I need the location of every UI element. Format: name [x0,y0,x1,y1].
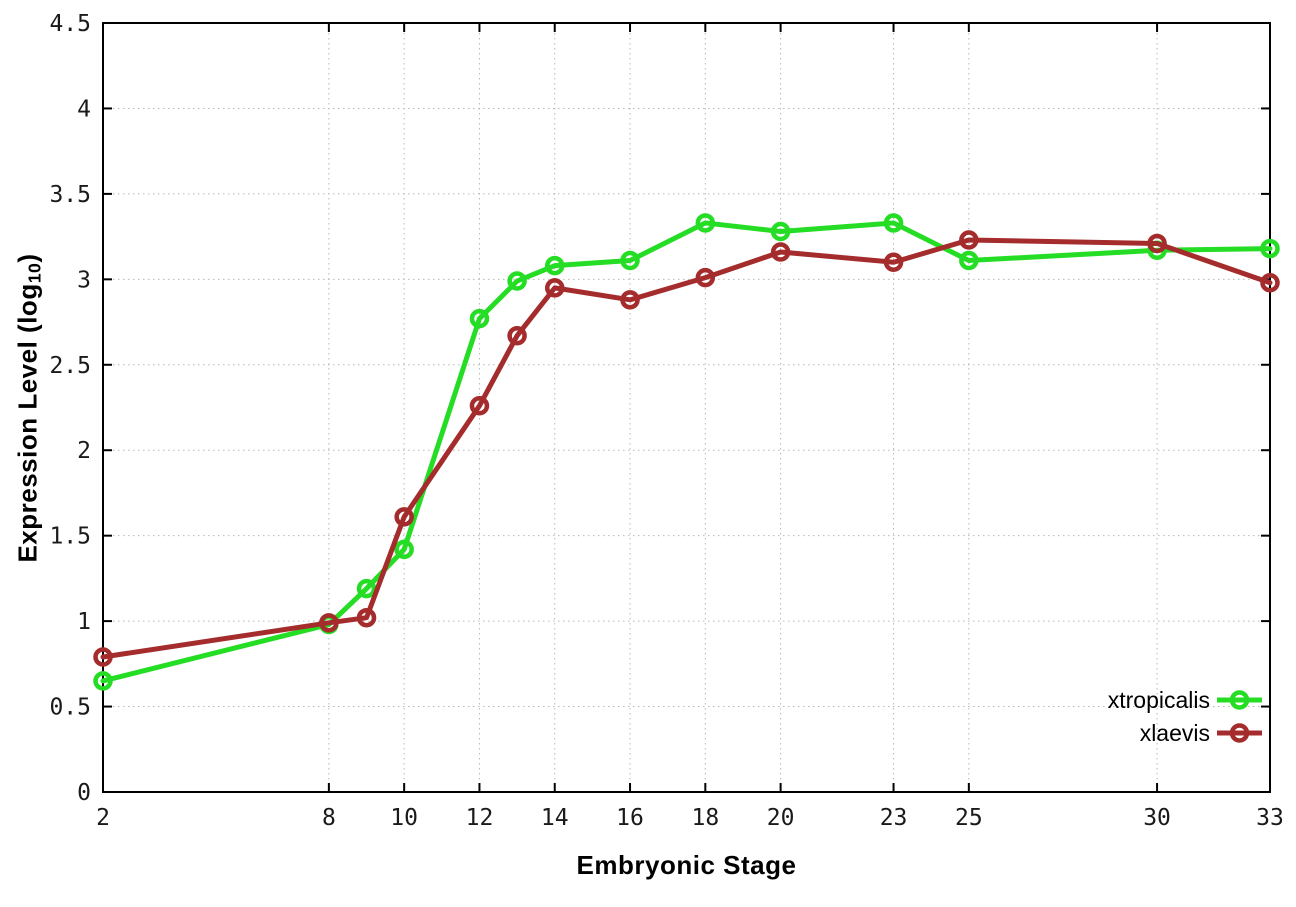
legend-item-xtropicalis: xtropicalis [1108,687,1262,713]
x-tick-label: 23 [880,805,908,831]
data-point-xlaevis [507,325,527,346]
data-point-xlaevis [695,267,716,288]
axis-ticks [102,22,1271,793]
y-axis-label-main: Expression Level (log [12,283,43,563]
data-point-xlaevis [93,647,113,667]
x-tick-label: 2 [96,805,110,831]
data-point-xtropicalis [1260,238,1280,259]
data-point-xtropicalis [469,308,490,329]
plot-border [102,22,1271,793]
data-point-xlaevis [770,242,791,262]
y-tick-label: 2.5 [49,353,91,379]
data-point-xlaevis [319,613,339,633]
data-point-xtropicalis [959,250,979,271]
legend: xtropicalis xlaevis [1108,687,1262,746]
y-tick-label: 0 [77,780,91,806]
gridlines [103,23,1270,792]
x-tick-label: 20 [767,805,795,831]
series-xtropicalis [93,213,1280,691]
data-point-xtropicalis [770,221,791,242]
legend-sample-marker-xlaevis [1229,723,1250,743]
data-point-xtropicalis [507,271,527,291]
series-line-xlaevis [100,237,1273,660]
x-tick-label: 18 [691,805,719,831]
y-tick-label: 4.5 [49,11,91,37]
y-tick-label: 0.5 [49,695,91,721]
legend-sample-marker-xtropicalis [1229,690,1250,710]
y-tick-label: 2 [77,438,91,464]
data-point-xlaevis [469,396,490,416]
data-point-xtropicalis [620,250,640,271]
data-point-xtropicalis [394,539,414,560]
data-point-xtropicalis [544,255,565,276]
data-point-xlaevis [883,252,904,272]
y-tick-label: 3.5 [49,182,91,208]
x-tick-label: 14 [541,805,569,831]
y-tick-label: 4 [77,96,91,122]
series-xlaevis [93,230,1280,667]
x-tick-label: 12 [466,805,494,831]
x-tick-label: 8 [322,805,336,831]
x-tick-label: 30 [1143,805,1171,831]
data-point-xlaevis [394,507,414,527]
legend-item-xlaevis: xlaevis [1140,720,1262,746]
data-point-xtropicalis [883,213,904,233]
data-point-xlaevis [1147,233,1167,254]
legend-label-xlaevis: xlaevis [1140,720,1210,746]
data-point-xtropicalis [695,213,716,233]
x-tick-label: 25 [955,805,983,831]
y-tick-label: 3 [77,267,91,293]
data-point-xlaevis [356,607,377,628]
x-axis-label: Embryonic Stage [576,850,797,880]
series-line-xtropicalis [100,220,1273,684]
x-tick-label: 33 [1256,805,1284,831]
y-tick-label: 1 [77,609,91,635]
y-axis-label-subscript: 10 [24,262,45,284]
x-tick-label: 16 [616,805,644,831]
y-axis-label-close: ) [12,253,43,263]
data-point-xlaevis [620,290,640,310]
data-point-xtropicalis [93,671,113,691]
data-point-xtropicalis [356,578,377,599]
data-point-xlaevis [1260,273,1280,293]
data-point-xlaevis [544,278,565,298]
legend-label-xtropicalis: xtropicalis [1108,687,1210,713]
y-axis-label: Expression Level (log10) [12,253,45,563]
x-tick-label: 10 [390,805,418,831]
data-point-xlaevis [959,230,979,250]
tick-labels: 2 8 10 12 14 16 18 20 23 25 30 33 0 0.5 1 1.5 2 2.5 3 3.5 4 4… [49,11,1283,831]
y-tick-label: 1.5 [49,524,91,550]
